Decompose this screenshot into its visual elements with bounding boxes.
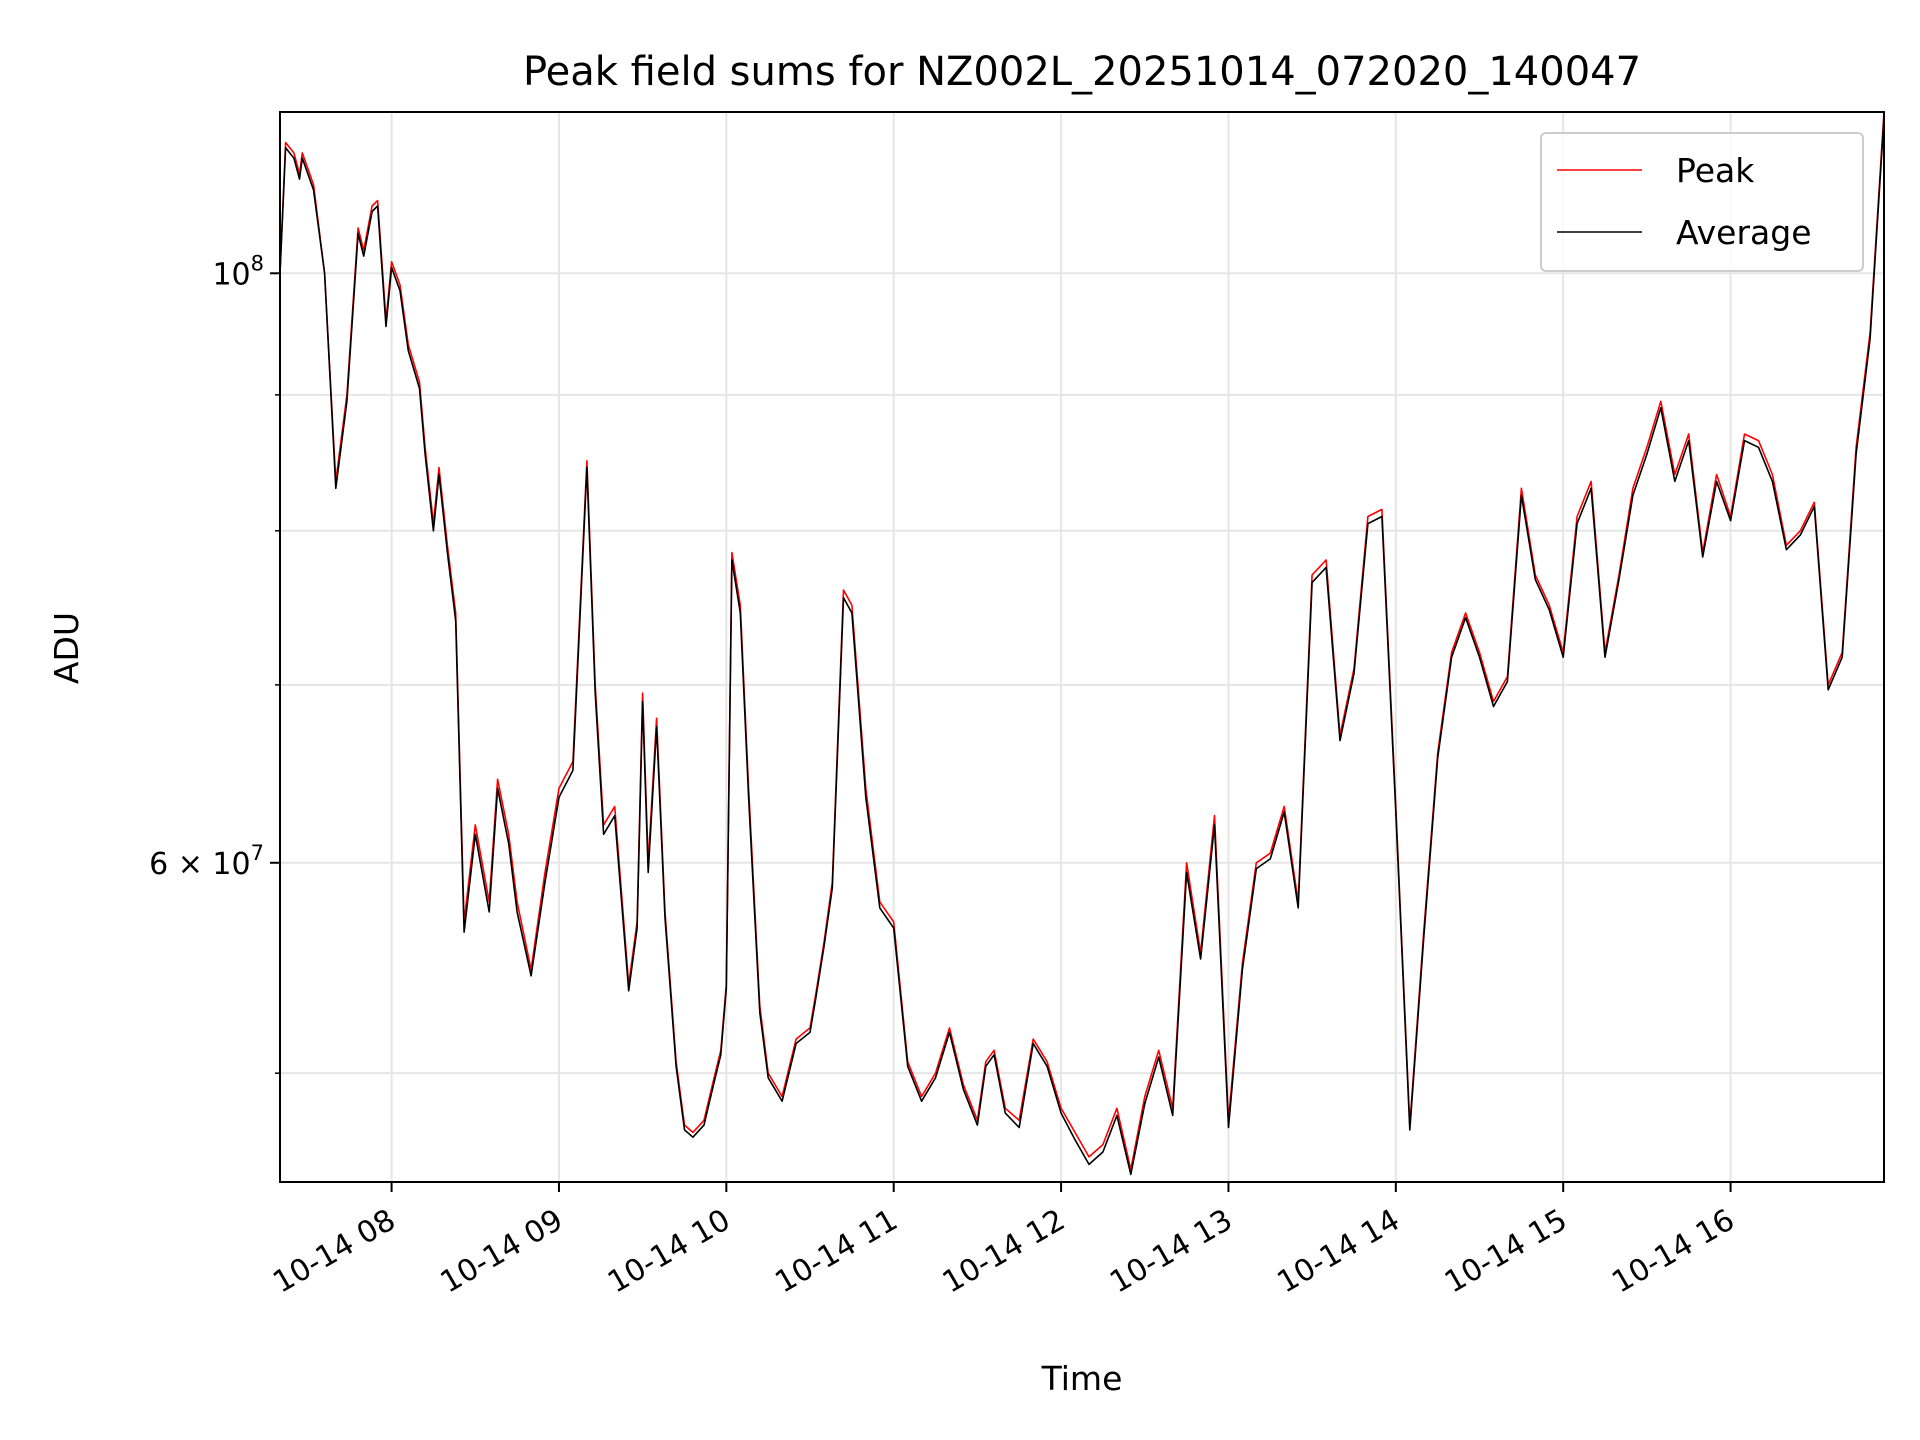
legend-label-average: Average [1676,213,1812,252]
legend-label-peak: Peak [1676,151,1755,190]
series-layer [279,111,1885,1176]
plot-frame [279,111,1885,1183]
y-tick-label: 108 [212,251,264,292]
legend: Peak Average [1540,132,1864,272]
y-tick-label: 6 × 107 [149,841,264,882]
x-axis-title: Time [1041,1359,1123,1398]
chart-title: Peak field sums for NZ002L_20251014_0720… [523,49,1641,95]
legend-box [1540,132,1864,272]
grid [280,112,1884,1182]
series-line-average [279,116,1885,1176]
y-axis-title: ADU [47,612,86,684]
y-axis: 108 6 × 107 [149,251,280,1074]
